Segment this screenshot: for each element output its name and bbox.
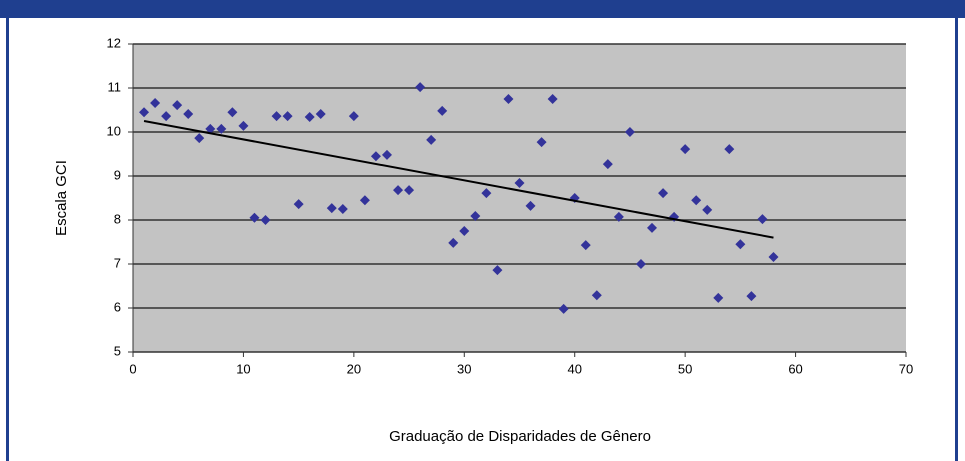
point: [293, 199, 304, 210]
point: [459, 226, 470, 236]
point: [238, 120, 249, 131]
point: [370, 151, 381, 162]
point: [304, 112, 315, 123]
point: [348, 111, 359, 122]
y-tick-label: 7: [114, 255, 121, 270]
point: [437, 105, 448, 116]
point: [282, 111, 293, 122]
point: [547, 94, 558, 104]
point: [658, 188, 669, 199]
y-tick-label: 9: [114, 167, 121, 182]
x-tick-label: 50: [678, 361, 692, 376]
point: [525, 200, 536, 211]
point: [359, 195, 370, 206]
point: [183, 108, 194, 119]
point: [139, 107, 150, 118]
point: [624, 127, 635, 137]
point: [713, 292, 724, 303]
point: [768, 251, 779, 262]
point: [337, 204, 348, 214]
frame-right: [955, 18, 958, 461]
y-tick-label: 5: [114, 343, 121, 358]
point: [647, 222, 658, 233]
point: [172, 100, 183, 111]
point: [680, 144, 691, 155]
x-tick-label: 10: [236, 361, 250, 376]
point: [161, 111, 172, 122]
point: [602, 159, 613, 170]
point: [580, 240, 591, 251]
point: [536, 137, 547, 148]
point: [326, 203, 337, 214]
point: [205, 123, 216, 134]
point: [315, 108, 326, 119]
point: [249, 212, 260, 223]
y-tick-label: 12: [107, 35, 121, 50]
point: [393, 185, 404, 196]
trend-line: [143, 120, 774, 239]
y-tick-label: 8: [114, 211, 121, 226]
x-tick-label: 60: [788, 361, 802, 376]
y-axis-title: Escala GCI: [53, 160, 70, 236]
banner: [0, 0, 965, 18]
point: [448, 237, 459, 248]
point: [227, 107, 238, 118]
point: [481, 188, 492, 199]
x-tick-label: 0: [129, 361, 136, 376]
point: [613, 211, 624, 222]
point: [702, 204, 713, 215]
y-tick-label: 6: [114, 299, 121, 314]
y-tick-label: 10: [107, 123, 121, 138]
point: [635, 259, 646, 269]
point: [426, 134, 437, 145]
point: [216, 123, 227, 134]
point: [194, 133, 205, 144]
point: [735, 239, 746, 250]
point: [492, 265, 503, 276]
point: [271, 111, 282, 122]
point: [558, 303, 569, 314]
plot-area: [133, 44, 906, 352]
point: [503, 94, 514, 104]
point: [514, 178, 525, 189]
point: [470, 211, 481, 222]
point: [691, 195, 702, 206]
point: [260, 215, 271, 225]
point: [591, 290, 602, 301]
frame-left: [6, 18, 9, 461]
x-tick-label: 70: [899, 361, 913, 376]
x-tick-label: 40: [567, 361, 581, 376]
x-tick-label: 30: [457, 361, 471, 376]
point: [404, 185, 415, 196]
point: [746, 291, 757, 302]
y-tick-label: 11: [108, 79, 122, 94]
point: [724, 144, 735, 155]
x-axis-title: Graduação de Disparidades de Gênero: [389, 428, 651, 445]
x-tick-label: 20: [347, 361, 361, 376]
point: [381, 149, 392, 160]
point: [150, 97, 161, 108]
point: [757, 214, 768, 225]
point: [415, 82, 426, 93]
